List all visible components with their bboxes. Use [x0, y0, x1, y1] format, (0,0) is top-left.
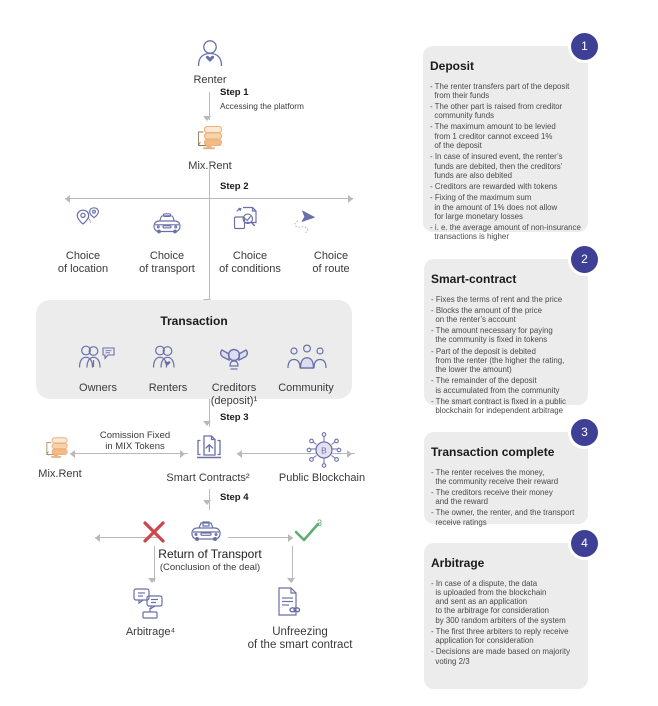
svg-text:B: B — [321, 446, 327, 456]
